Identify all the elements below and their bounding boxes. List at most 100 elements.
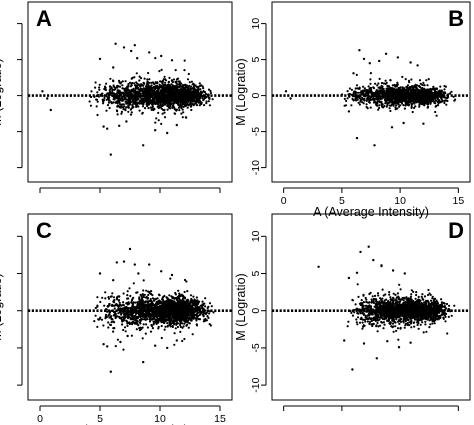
panel-a-point [171,84,174,87]
panel-a-point [207,88,211,91]
panel-c-point [139,293,142,296]
panel-a-point [105,82,108,85]
panel-b-outlier-point [284,90,288,93]
panel-a-point [114,86,117,89]
panel-b-point [425,101,428,104]
panel-b-point [436,104,440,107]
panel-a-point [171,106,174,109]
panel-a-point [162,84,165,87]
panel-b-point [411,110,414,114]
panel-a-point [155,91,158,94]
panel-b-outlier-point [378,59,381,63]
panel-a-point [142,90,145,93]
panel-a-outlier-point [142,144,145,147]
panel-b-point [420,102,423,105]
panel-b-point [440,89,443,92]
panel-b-point [358,87,361,90]
panel-a-point [143,82,146,85]
panel-b-point [446,96,449,99]
panel-a-point [123,105,126,108]
panel-c-point [155,311,158,315]
panel-c-point [145,289,148,292]
panel-a-point [147,97,150,100]
panel-a-outlier-point [46,97,49,100]
panel-a-point [112,101,115,104]
panel-c-point [129,294,132,298]
panel-a-point [161,79,164,83]
panel-b-point [385,99,388,102]
panel-c-point [142,323,145,326]
panel-a-point [166,108,169,111]
panel-a-point [103,96,106,99]
panel-b-point [426,95,429,98]
panel-b-y-tick-label: 5 [250,57,262,63]
panel-c-point [204,305,207,308]
panel-a-point [105,95,108,98]
panel-a-point [197,101,201,104]
panel-a-point [106,104,110,107]
panel-c-point [198,300,201,303]
panel-c-point [132,296,135,299]
panel-a-point [96,91,99,94]
panel-a-point [187,86,190,89]
panel-c-point [202,314,205,318]
panel-c-point [160,324,163,328]
panel-a-point [110,101,113,104]
panel-a-point [194,92,197,95]
panel-a-point [118,85,122,88]
panel-a-point [149,106,152,109]
panel-c-point [179,322,182,325]
panel-c-point [106,305,110,308]
panel-c-point [174,327,177,330]
panel-b-point [378,106,381,109]
panel-a-point [178,109,181,112]
panel-b-point [376,104,379,107]
panel-a-point [172,87,175,90]
panel-a-point [133,82,136,85]
panel-a-point [190,108,193,112]
panel-b-point [348,87,351,90]
panel-b-outlier-point [352,72,355,75]
panel-a-point [122,103,125,106]
panel-a-point [134,102,137,105]
panel-b-point [438,89,441,92]
panel-b-point [414,100,417,103]
panel-a-point [187,72,190,76]
panel-a-point [192,96,196,99]
panel-a-point [131,81,134,85]
panel-b-point [426,105,430,108]
panel-c-point [106,310,109,313]
panel-c-point [148,320,152,323]
panel-a-point [150,84,153,87]
panel-c-point [130,334,133,337]
panel-a-point [177,106,181,109]
panel-a-outlier-point [136,57,139,60]
panel-b-point [438,92,441,95]
panel-b-point [367,92,370,95]
panel-a-point [181,85,184,88]
panel-a-point [156,99,159,102]
panel-b-point [381,91,385,94]
panel-a-outlier-point [49,108,52,112]
panel-a-point [200,92,203,95]
panel-b-point [357,101,360,104]
panel-a-point [113,92,116,96]
panel-b-point [427,78,430,81]
panel-c-point [158,304,161,308]
panel-b-point [399,104,402,107]
panel-a: M (Logratio)A [0,1,233,193]
panel-a-point [121,84,124,87]
panel-b-outlier-point [402,121,405,125]
panel-a-point [147,71,150,75]
panel-c-point [113,310,116,313]
panel-b-point [378,77,381,80]
panel-c-point [176,325,179,329]
panel-a-point [143,92,146,95]
panel-b-letter: B [448,6,464,31]
panel-a-point [166,102,169,105]
panel-b-point [414,83,417,86]
panel-b-point [392,91,395,94]
panel-b-point [356,91,360,94]
panel-a-point [195,104,199,107]
panel-a-point [146,78,149,81]
